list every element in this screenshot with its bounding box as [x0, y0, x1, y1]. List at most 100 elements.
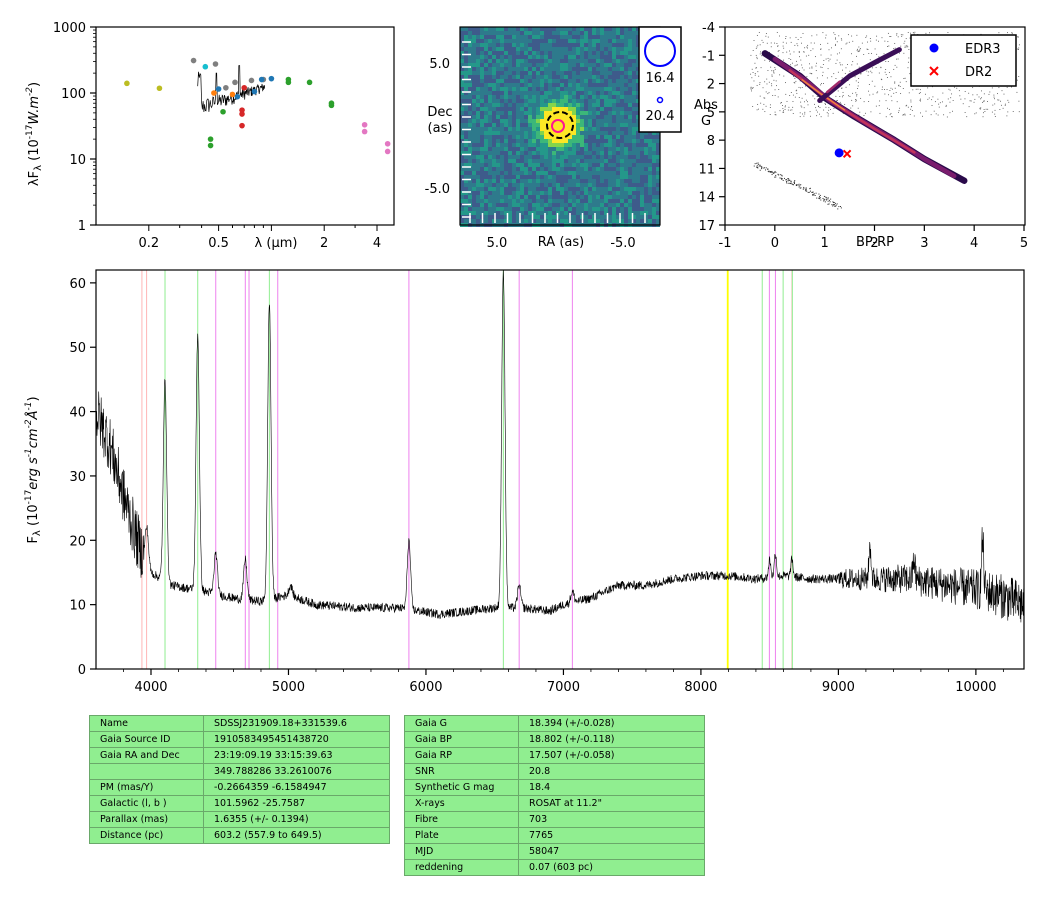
hr-star-dot	[907, 31, 909, 33]
hr-wd-dot	[790, 180, 792, 182]
hr-star-dot	[894, 47, 896, 49]
sky-pixel	[612, 155, 616, 159]
sky-pixel	[508, 131, 512, 135]
sky-pixel	[560, 71, 564, 75]
sky-pixel	[576, 131, 580, 135]
sky-pixel	[532, 51, 536, 55]
sky-pixel	[620, 195, 624, 199]
sky-pixel	[476, 219, 480, 223]
sed-xtick-label: 0.5	[208, 236, 229, 251]
sky-pixel	[612, 55, 616, 59]
sky-pixel	[576, 103, 580, 107]
hr-star-dot	[769, 114, 771, 115]
hr-star-dot	[869, 38, 871, 39]
sky-pixel	[472, 107, 476, 111]
sky-pixel	[572, 199, 576, 203]
sky-pixel	[592, 55, 596, 59]
hr-wd-dot	[802, 188, 804, 190]
sky-pixel	[488, 131, 492, 135]
sky-pixel	[504, 99, 508, 103]
hr-star-dot	[841, 77, 843, 79]
hr-star-dot	[839, 96, 841, 97]
sky-pixel	[512, 155, 516, 159]
hr-star-dot	[889, 89, 891, 91]
sky-pixel	[472, 179, 476, 183]
sky-pixel	[608, 63, 612, 67]
hr-star-dot	[942, 92, 944, 94]
sky-pixel	[624, 167, 628, 171]
sky-pixel	[528, 103, 532, 107]
sky-pixel	[632, 103, 636, 107]
sky-pixel	[644, 163, 648, 167]
hr-star-dot	[949, 101, 951, 103]
sky-pixel	[656, 219, 660, 223]
sky-pixel	[592, 159, 596, 163]
hr-star-dot	[837, 71, 839, 73]
sky-pixel	[540, 71, 544, 75]
sky-pixel	[552, 43, 556, 47]
sky-pixel	[612, 35, 616, 39]
hr-star-dot	[798, 86, 800, 88]
hr-star-dot	[836, 53, 838, 55]
sky-pixel	[520, 35, 524, 39]
hr-star-dot	[875, 105, 877, 107]
sky-pixel	[560, 203, 564, 207]
hr-star-dot	[856, 95, 858, 97]
sky-pixel	[616, 71, 620, 75]
sky-pixel	[572, 83, 576, 87]
sky-pixel	[484, 199, 488, 203]
sky-pixel	[556, 171, 560, 175]
sky-pixel	[556, 127, 560, 131]
sky-pixel	[484, 67, 488, 71]
hr-star-dot	[765, 33, 767, 35]
sky-pixel	[644, 183, 648, 187]
sky-pixel	[476, 47, 480, 51]
sky-pixel	[512, 163, 516, 167]
sky-pixel	[460, 139, 464, 143]
sky-pixel	[644, 139, 648, 143]
sky-pixel	[612, 187, 616, 191]
sky-pixel	[600, 71, 604, 75]
sky-pixel	[548, 35, 552, 39]
hr-wd-dot	[773, 172, 775, 174]
sky-pixel	[556, 203, 560, 207]
sky-pixel	[616, 219, 620, 223]
hr-star-dot	[956, 87, 958, 89]
hr-star-dot	[776, 31, 778, 33]
sky-pixel	[496, 55, 500, 59]
sky-pixel	[560, 179, 564, 183]
sky-pixel	[588, 79, 592, 83]
sky-pixel	[492, 119, 496, 123]
sky-pixel	[468, 139, 472, 143]
sky-pixel	[544, 95, 548, 99]
hr-wd-dot	[798, 186, 800, 188]
sky-pixel	[556, 39, 560, 43]
sky-pixel	[552, 211, 556, 215]
sky-pixel	[528, 71, 532, 75]
sky-pixel	[516, 183, 520, 187]
sky-pixel	[556, 187, 560, 191]
sky-pixel	[588, 51, 592, 55]
sky-pixel	[468, 183, 472, 187]
hr-star-dot	[969, 100, 971, 102]
sky-pixel	[632, 179, 636, 183]
sky-pixel	[512, 99, 516, 103]
sky-pixel	[516, 151, 520, 155]
sky-pixel	[524, 51, 528, 55]
sky-pixel	[652, 135, 656, 139]
sky-pixel	[616, 187, 620, 191]
sky-pixel	[620, 27, 624, 31]
sky-pixel	[560, 199, 564, 203]
sky-pixel	[468, 75, 472, 79]
sky-pixel	[640, 131, 644, 135]
sky-pixel	[656, 151, 660, 155]
sky-pixel	[584, 107, 588, 111]
hr-star-dot	[803, 69, 805, 71]
sky-pixel	[508, 127, 512, 131]
hr-star-dot	[774, 42, 776, 44]
hr-star-dot	[821, 67, 823, 68]
hr-star-dot	[931, 105, 933, 106]
sky-pixel	[616, 127, 620, 131]
hr-star-dot	[754, 73, 756, 74]
sky-pixel	[460, 83, 464, 87]
